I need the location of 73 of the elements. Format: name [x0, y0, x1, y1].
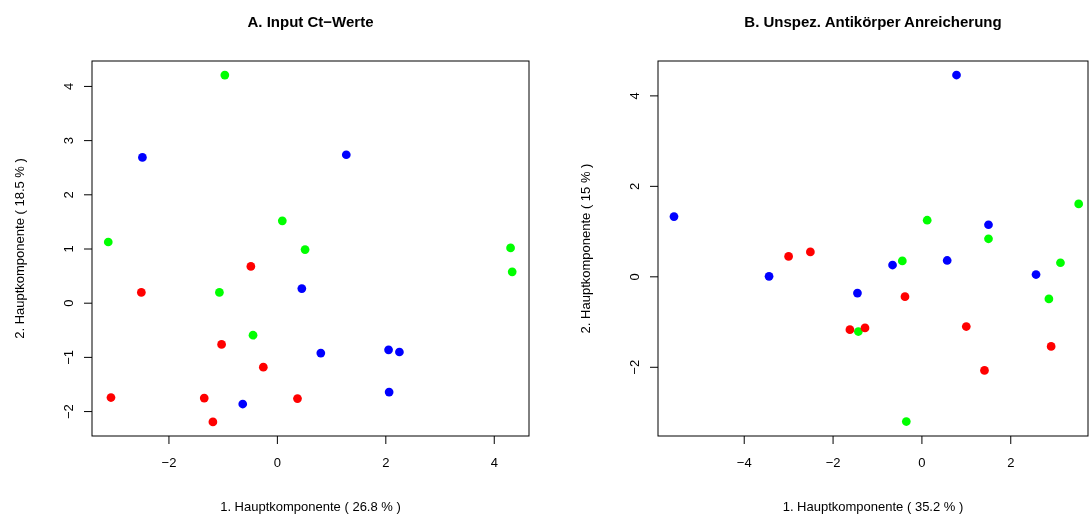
point	[897, 256, 907, 266]
y-tick-label: 1	[61, 245, 77, 253]
y-tick-label: 4	[627, 92, 643, 100]
y-tick-label: 3	[61, 137, 77, 145]
x-axis-title: 1. Hauptkomponente ( 35.2 % )	[782, 499, 964, 514]
point	[103, 237, 113, 247]
x-tick-label: −2	[825, 455, 841, 471]
point	[208, 417, 218, 427]
point	[888, 260, 897, 270]
point	[246, 262, 256, 271]
point	[506, 243, 515, 253]
point	[942, 256, 952, 265]
y-tick-label: 2	[61, 191, 77, 199]
point	[297, 284, 307, 293]
point	[384, 345, 393, 355]
point	[984, 220, 993, 230]
x-tick-label: −2	[161, 455, 177, 471]
point	[860, 323, 870, 333]
y-tick-label: 0	[627, 273, 643, 281]
x-tick-label: −4	[736, 455, 752, 471]
point	[293, 394, 302, 403]
point	[220, 70, 230, 80]
point	[853, 327, 863, 336]
point	[199, 393, 209, 403]
y-tick-label: 4	[61, 82, 77, 91]
point	[1046, 342, 1056, 351]
point	[217, 340, 226, 349]
y-tick-label: 2	[627, 182, 643, 190]
chart-title: A. Input Ct−Werte	[247, 13, 374, 30]
point	[136, 288, 146, 297]
x-axis-title: 1. Hauptkomponente ( 26.8 % )	[220, 499, 401, 514]
point	[138, 153, 147, 162]
point	[1031, 270, 1041, 279]
y-tick-label: −1	[61, 349, 77, 365]
y-tick-label: −2	[61, 404, 77, 419]
point	[395, 347, 404, 357]
point	[106, 393, 116, 402]
point	[1056, 258, 1065, 268]
x-tick-label: 0	[918, 455, 926, 471]
y-axis-title: 2. Hauptkomponente ( 18.5 % )	[12, 158, 27, 339]
point	[922, 215, 932, 225]
point	[952, 70, 961, 80]
point	[845, 325, 855, 335]
point	[669, 212, 679, 221]
point	[853, 288, 862, 298]
point	[300, 245, 310, 254]
x-tick-label: 4	[490, 455, 498, 471]
point	[258, 362, 268, 372]
point	[901, 417, 911, 426]
point	[248, 330, 258, 340]
y-axis-title: 2. Hauptkomponente ( 15 % )	[578, 163, 593, 334]
point	[806, 247, 815, 257]
point	[277, 216, 287, 226]
point	[1044, 294, 1054, 304]
point	[984, 234, 993, 244]
point	[1074, 199, 1084, 209]
point	[961, 322, 971, 331]
y-tick-label: 0	[61, 299, 77, 307]
point	[215, 288, 224, 297]
point	[900, 292, 910, 302]
point	[384, 387, 394, 397]
chart-title: B. Unspez. Antikörper Anreicherung	[744, 13, 1002, 30]
point	[238, 399, 248, 409]
point	[316, 348, 326, 358]
point	[341, 150, 351, 160]
x-tick-label: 0	[273, 455, 281, 471]
point	[784, 252, 793, 261]
x-tick-label: 2	[1007, 455, 1015, 471]
point	[507, 267, 517, 277]
x-tick-label: 2	[382, 455, 390, 471]
point	[764, 271, 774, 281]
y-tick-label: −2	[627, 359, 643, 375]
point	[980, 366, 989, 375]
